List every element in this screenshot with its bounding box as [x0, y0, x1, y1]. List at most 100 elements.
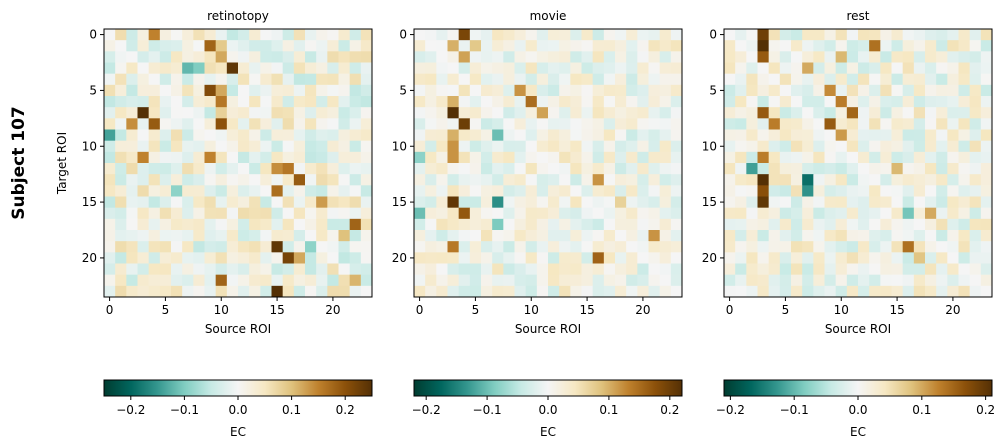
heatmap-cell	[226, 174, 239, 186]
heatmap-cell	[193, 129, 205, 142]
heatmap-cell	[447, 274, 460, 287]
heatmap-cell	[182, 263, 194, 276]
heatmap-cell	[481, 218, 493, 231]
heatmap-cell	[648, 207, 661, 220]
heatmap-cell	[768, 151, 781, 164]
heatmap-cell	[360, 62, 373, 75]
heatmap-cell	[846, 185, 859, 197]
heatmap-cell	[548, 151, 560, 164]
heatmap-cell	[425, 241, 437, 253]
heatmap-cell	[835, 73, 848, 86]
heatmap-cell	[349, 185, 362, 197]
heatmap-cell	[193, 230, 205, 242]
heatmap-cell	[204, 174, 217, 186]
heatmap-cell	[603, 151, 616, 164]
heatmap-cell	[447, 230, 460, 242]
heatmap-cell	[791, 84, 803, 97]
heatmap-cell	[936, 62, 948, 75]
heatmap-cell	[559, 174, 571, 186]
heatmap-cell	[249, 140, 261, 153]
heatmap-cell	[969, 140, 982, 153]
heatmap-cell	[969, 230, 982, 242]
heatmap-cell	[735, 140, 747, 153]
heatmap-cell	[492, 252, 504, 264]
heatmap-cell	[592, 96, 605, 108]
x-tick-label: 15	[579, 303, 594, 317]
heatmap-cell	[271, 84, 284, 97]
heatmap-cell	[226, 263, 239, 276]
heatmap-cell	[338, 29, 351, 41]
heatmap-cell	[880, 218, 892, 231]
heatmap-cell	[958, 129, 971, 142]
heatmap-cell	[338, 207, 351, 220]
heatmap-cell	[570, 51, 582, 63]
heatmap-cell	[260, 118, 272, 130]
heatmap-cell	[947, 218, 959, 231]
heatmap-cell	[204, 129, 217, 142]
heatmap-cell	[414, 218, 426, 231]
heatmap-cell	[869, 40, 881, 52]
heatmap-cell	[436, 40, 448, 52]
heatmap-cell	[282, 185, 295, 197]
heatmap-cell	[238, 285, 250, 298]
heatmap-cell	[559, 129, 571, 142]
heatmap-cell	[913, 163, 926, 175]
heatmap-cell	[581, 151, 594, 164]
heatmap-cell	[835, 252, 848, 264]
heatmap-cell	[813, 84, 825, 97]
heatmap-cell	[659, 140, 672, 153]
heatmap-cell	[746, 96, 758, 108]
heatmap-cell	[360, 118, 373, 130]
heatmap-cell	[349, 252, 362, 264]
heatmap-cell	[182, 51, 194, 63]
heatmap-cell	[869, 96, 881, 108]
heatmap-cell	[503, 29, 515, 41]
heatmap-cell	[425, 51, 437, 63]
heatmap-cell	[670, 140, 683, 153]
heatmap-cell	[648, 274, 661, 287]
heatmap-cell	[338, 218, 351, 231]
heatmap-cell	[447, 140, 460, 153]
heatmap-cell	[182, 252, 194, 264]
y-tick-label: 20	[702, 251, 717, 265]
heatmap-cell	[902, 207, 915, 220]
heatmap-cell	[746, 263, 758, 276]
heatmap-cell	[215, 230, 228, 242]
heatmap-cell	[869, 241, 881, 253]
heatmap-cell	[447, 196, 460, 209]
heatmap-cell	[958, 62, 971, 75]
heatmap-cell	[615, 196, 627, 209]
heatmap-cell	[902, 163, 915, 175]
heatmap-cell	[969, 174, 982, 186]
heatmap-cell	[137, 218, 150, 231]
heatmap-cell	[436, 140, 448, 153]
heatmap-cell	[148, 252, 161, 264]
heatmap-cell	[925, 263, 937, 276]
heatmap-cell	[481, 174, 493, 186]
heatmap-cell	[980, 207, 993, 220]
heatmap-cell	[282, 196, 295, 209]
x-axis-label: Source ROI	[205, 322, 271, 336]
heatmap-cell	[648, 252, 661, 264]
heatmap-cell	[936, 185, 948, 197]
heatmap-cell	[659, 196, 672, 209]
heatmap-cell	[925, 285, 937, 298]
heatmap-cell	[559, 62, 571, 75]
heatmap-cell	[327, 62, 339, 75]
heatmap-cell	[126, 207, 138, 220]
heatmap-cell	[559, 29, 571, 41]
colorbar-tick-label: −0.2	[412, 403, 441, 417]
heatmap-cell	[835, 40, 848, 52]
heatmap-cell	[316, 285, 328, 298]
axes-frame	[103, 28, 373, 298]
heatmap-cell	[615, 285, 627, 298]
heatmap-cell	[768, 163, 781, 175]
heatmap-cell	[338, 51, 351, 63]
heatmap-cell	[802, 263, 814, 276]
heatmap-cell	[360, 230, 373, 242]
heatmap-cell	[791, 51, 803, 63]
heatmap-cell	[338, 241, 351, 253]
heatmap-cell	[592, 185, 605, 197]
heatmap-cell	[548, 207, 560, 220]
